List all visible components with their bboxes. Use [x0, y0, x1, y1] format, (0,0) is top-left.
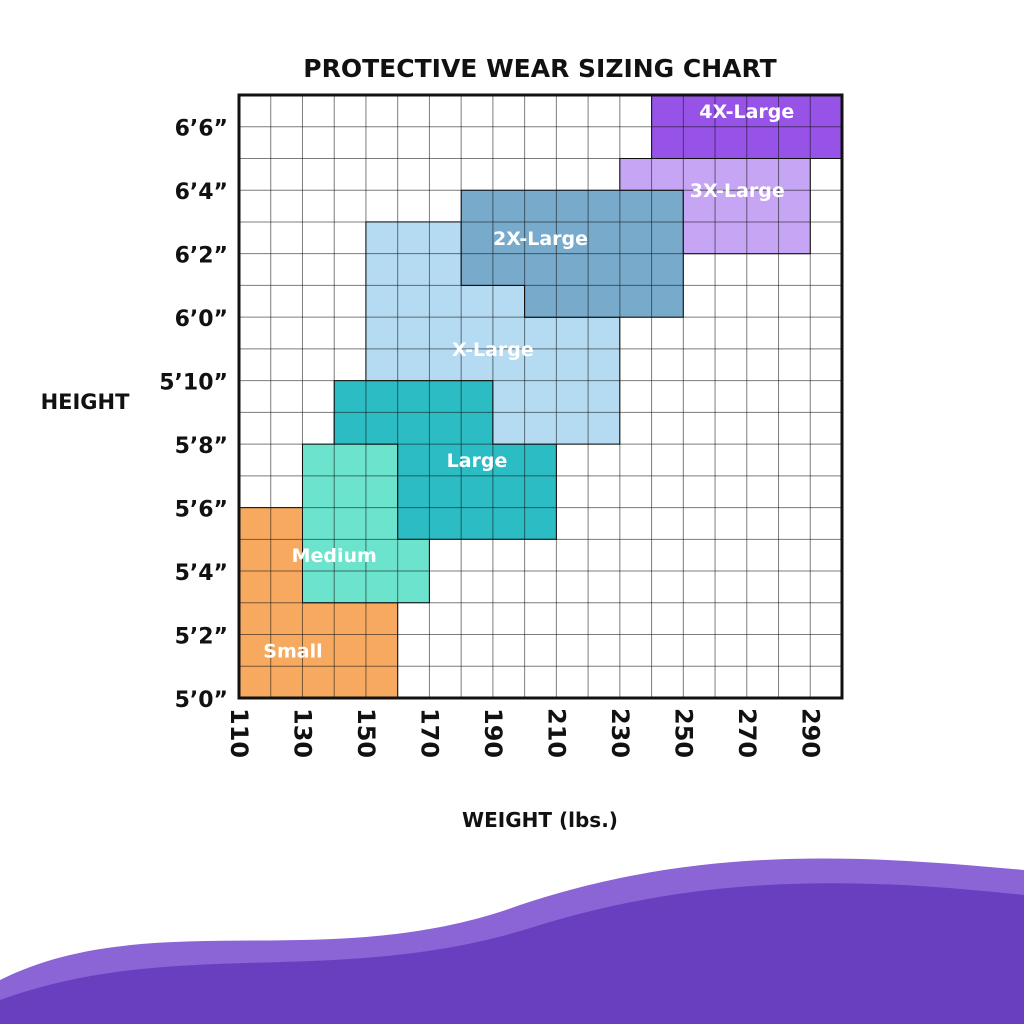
x-tick-labels: 110 130 150 170 190 210 230 250 270 290	[225, 708, 824, 758]
x-tick-label: 110	[225, 708, 253, 758]
region-label-medium: Medium	[292, 545, 377, 567]
y-tick-label: 5’10”	[159, 371, 228, 396]
x-tick-label: 270	[733, 708, 761, 758]
y-tick-label: 5’0”	[175, 688, 228, 713]
y-tick-label: 6’2”	[175, 244, 228, 269]
x-tick-label: 150	[352, 708, 380, 758]
region-label-large: Large	[447, 450, 508, 472]
region-label-4x-large: 4X-Large	[699, 101, 794, 123]
y-tick-label: 5’6”	[175, 498, 228, 523]
y-axis-title: HEIGHT	[41, 390, 131, 414]
y-tick-label: 5’8”	[175, 434, 228, 459]
y-tick-label: 6’0”	[175, 307, 228, 332]
x-tick-label: 230	[606, 708, 634, 758]
x-axis-title: WEIGHT (lbs.)	[462, 808, 618, 832]
x-tick-label: 130	[288, 708, 316, 758]
region-labels: Small Medium Large X-Large 2X-Large 3X-Large 4…	[263, 101, 794, 663]
x-tick-label: 190	[479, 708, 507, 758]
y-tick-label: 5’2”	[175, 625, 228, 650]
x-tick-label: 250	[669, 708, 697, 758]
x-tick-label: 210	[542, 708, 570, 758]
chart-title: PROTECTIVE WEAR SIZING CHART	[303, 54, 776, 83]
region-label-x-large: X-Large	[452, 339, 534, 361]
y-tick-label: 6’6”	[175, 117, 228, 142]
plot-frame	[237, 93, 844, 700]
region-label-2x-large: 2X-Large	[493, 228, 588, 250]
decorative-wave	[0, 858, 1024, 1024]
y-tick-label: 5’4”	[175, 561, 228, 586]
wave-front-shape	[0, 883, 1024, 1024]
x-tick-label: 290	[796, 708, 824, 758]
region-label-small: Small	[263, 640, 322, 662]
region-label-3x-large: 3X-Large	[690, 180, 785, 202]
x-tick-label: 170	[415, 708, 443, 758]
y-tick-labels: 5’0” 5’2” 5’4” 5’6” 5’8” 5’10” 6’0” 6’2” 6’4” 6’6…	[159, 117, 228, 713]
y-tick-label: 6’4”	[175, 180, 228, 205]
